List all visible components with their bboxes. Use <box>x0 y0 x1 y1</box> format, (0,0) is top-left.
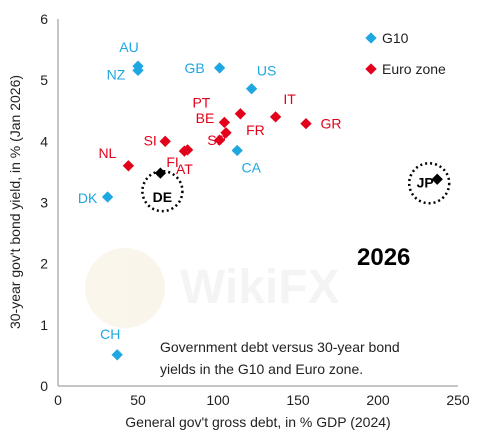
point-label-us: US <box>257 63 276 79</box>
point-label-it: IT <box>283 91 296 107</box>
data-point-sp <box>213 134 226 146</box>
point-label-sp: SP <box>207 132 226 148</box>
point-label-nz: NZ <box>107 66 126 82</box>
data-point-si <box>159 135 171 147</box>
legend-label-g10: G10 <box>382 30 409 46</box>
point-label-ch: CH <box>100 326 120 342</box>
highlight-label-jp: JP <box>417 174 434 190</box>
point-label-ca: CA <box>241 160 261 176</box>
legend-marker-g10 <box>365 32 377 44</box>
x-tick-label: 250 <box>446 392 470 408</box>
point-label-si: SI <box>144 132 157 148</box>
highlight-circle-de <box>141 169 184 213</box>
x-tick-label: 50 <box>130 392 146 408</box>
data-point-pt <box>218 116 231 129</box>
point-label-be: BE <box>196 110 215 126</box>
highlight-label-de: DE <box>153 189 172 205</box>
y-tick-label: 6 <box>40 11 48 27</box>
year-annotation: 2026 <box>357 244 410 271</box>
y-tick-label: 1 <box>40 317 48 333</box>
y-tick-label: 5 <box>40 72 48 88</box>
chart-note-line2: yields in the G10 and Euro zone. <box>160 361 363 377</box>
y-tick-label: 3 <box>40 195 48 211</box>
point-label-dk: DK <box>78 190 98 206</box>
data-point-dk <box>101 191 114 203</box>
point-label-au: AU <box>119 39 138 55</box>
data-point-at <box>178 145 191 157</box>
x-tick-label: 0 <box>54 392 62 408</box>
point-label-pt: PT <box>192 94 210 110</box>
data-point-highlight <box>431 173 443 185</box>
x-tick-label: 150 <box>286 392 310 408</box>
legend: G10 Euro zone <box>365 30 446 77</box>
svg-text:WikiFX: WikiFX <box>180 261 340 314</box>
x-tick-label: 200 <box>366 392 390 408</box>
data-point-highlight <box>154 167 167 179</box>
highlight-circles: DE JP <box>141 162 451 213</box>
y-tick-labels: 0 1 2 3 4 5 6 <box>40 11 48 394</box>
x-tick-labels: 0 50 100 150 200 250 <box>54 392 470 408</box>
legend-marker-eurozone <box>365 63 377 75</box>
y-tick-label: 2 <box>40 256 48 272</box>
chart-note-line1: Government debt versus 30-year bond <box>160 339 400 355</box>
data-point-us <box>245 83 258 95</box>
legend-label-eurozone: Euro zone <box>382 61 446 77</box>
data-point-be <box>220 127 232 139</box>
y-tick-label: 0 <box>40 378 48 394</box>
point-label-fi: FI <box>166 154 178 170</box>
point-label-nl: NL <box>98 145 116 161</box>
y-axis-title: 30-year gov't bond yield, in % (Jan 2026… <box>7 75 23 329</box>
wikifx-watermark: WikiFX <box>85 248 340 328</box>
point-label-gr: GR <box>321 116 342 132</box>
highlight-circle-jp <box>407 162 451 205</box>
data-point-fr <box>234 108 247 120</box>
y-tick-label: 4 <box>40 133 48 149</box>
x-tick-label: 100 <box>206 392 230 408</box>
x-axis-title: General gov't gross debt, in % GDP (2024… <box>125 414 390 430</box>
data-point-ca <box>231 144 243 157</box>
point-label-at: AT <box>176 161 193 177</box>
data-point-nl <box>122 160 135 172</box>
data-point-ch <box>111 349 123 361</box>
data-point-it <box>269 111 282 123</box>
data-point-gr <box>300 117 312 130</box>
point-label-gb: GB <box>184 60 204 76</box>
data-point-gb <box>213 62 226 74</box>
point-label-fr: FR <box>246 122 265 138</box>
